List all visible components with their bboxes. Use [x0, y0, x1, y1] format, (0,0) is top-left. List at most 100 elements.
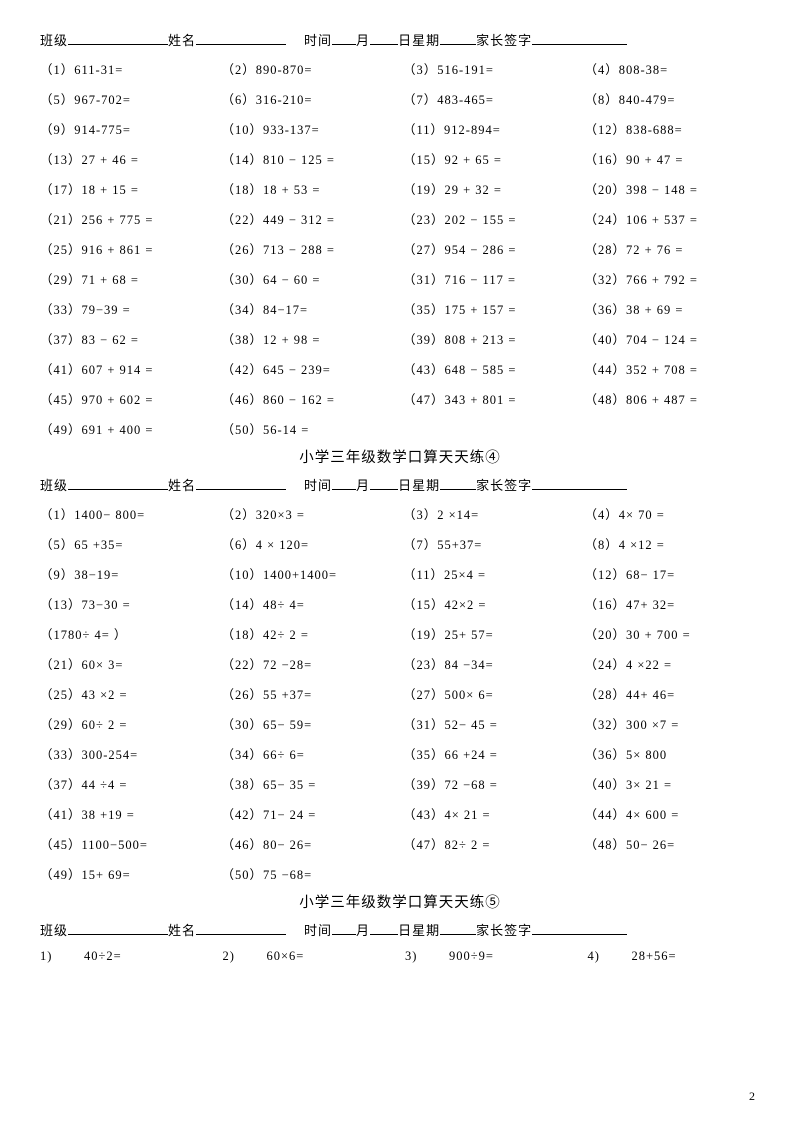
- math-problem: （1780÷ 4= ）: [40, 624, 216, 643]
- math-problem: （21）60× 3=: [40, 654, 216, 673]
- math-problem: （1）611-31=: [40, 59, 216, 78]
- label-month: 月: [356, 475, 370, 494]
- blank-sign: [532, 921, 627, 935]
- label-sign: 家长签字: [476, 475, 532, 494]
- blank-day: [370, 31, 398, 45]
- math-problem: （17）18 + 15 =: [40, 179, 216, 198]
- header-row-4: 班级 姓名 时间 月 日星期 家长签字: [40, 475, 760, 494]
- math-problem: （49）15+ 69=: [40, 864, 216, 883]
- math-problem: （47）343 + 801 =: [403, 389, 579, 408]
- math-problem: （12）838-688=: [585, 119, 761, 138]
- math-problem: （49）691 + 400 =: [40, 419, 216, 438]
- label-class: 班级: [40, 920, 68, 939]
- math-problem: （18）42÷ 2 =: [222, 624, 398, 643]
- math-problem: （35）175 + 157 =: [403, 299, 579, 318]
- math-problem: （4）4× 70 =: [585, 504, 761, 523]
- math-problem: （42）71− 24 =: [222, 804, 398, 823]
- math-problem: （28）44+ 46=: [585, 684, 761, 703]
- math-problem: （19）29 + 32 =: [403, 179, 579, 198]
- label-day: 日星期: [398, 30, 440, 49]
- blank-sign: [532, 31, 627, 45]
- label-time: 时间: [304, 920, 332, 939]
- blank-class: [68, 921, 168, 935]
- math-problem: （15）42×2 =: [403, 594, 579, 613]
- math-problem: （32）766 + 792 =: [585, 269, 761, 288]
- label-day: 日星期: [398, 475, 440, 494]
- math-problem: （10）1400+1400=: [222, 564, 398, 583]
- math-problem: （22）72 −28=: [222, 654, 398, 673]
- math-problem: （50）75 −68=: [222, 864, 398, 883]
- math-problem: （20）30 + 700 =: [585, 624, 761, 643]
- math-problem: （5）967-702=: [40, 89, 216, 108]
- math-problem: （33）300-254=: [40, 744, 216, 763]
- math-problem: （36）38 + 69 =: [585, 299, 761, 318]
- math-problem: （14）810 − 125 =: [222, 149, 398, 168]
- label-day: 日星期: [398, 920, 440, 939]
- math-problem: （13）73−30 =: [40, 594, 216, 613]
- header-row-5: 班级 姓名 时间 月 日星期 家长签字: [40, 920, 760, 939]
- math-problem: （20）398 − 148 =: [585, 179, 761, 198]
- blank-name: [196, 31, 286, 45]
- math-problem: （40）3× 21 =: [585, 774, 761, 793]
- math-problem: （7）55+37=: [403, 534, 579, 553]
- blank-week: [440, 476, 476, 490]
- math-problem: （11）25×4 =: [403, 564, 579, 583]
- label-sign: 家长签字: [476, 30, 532, 49]
- math-problem: （3）2 ×14=: [403, 504, 579, 523]
- math-problem: （41）38 +19 =: [40, 804, 216, 823]
- problems-grid-4: （1）1400− 800=（2）320×3 =（3）2 ×14=（4）4× 70…: [40, 504, 760, 883]
- label-month: 月: [356, 920, 370, 939]
- math-problem: （35）66 +24 =: [403, 744, 579, 763]
- math-problem: （1）1400− 800=: [40, 504, 216, 523]
- math-problem: （2）890-870=: [222, 59, 398, 78]
- blank-week: [440, 921, 476, 935]
- label-class: 班级: [40, 30, 68, 49]
- math-problem: （45）1100−500=: [40, 834, 216, 853]
- math-problem: （14）48÷ 4=: [222, 594, 398, 613]
- label-month: 月: [356, 30, 370, 49]
- math-problem: （13）27 + 46 =: [40, 149, 216, 168]
- math-problem: （9）38−19=: [40, 564, 216, 583]
- math-problem: （6）316-210=: [222, 89, 398, 108]
- math-problem: （3）516-191=: [403, 59, 579, 78]
- label-class: 班级: [40, 475, 68, 494]
- blank-class: [68, 476, 168, 490]
- math-problem: （23）84 −34=: [403, 654, 579, 673]
- blank-month: [332, 921, 356, 935]
- math-problem: （16）47+ 32=: [585, 594, 761, 613]
- math-problem: （44）4× 600 =: [585, 804, 761, 823]
- label-name: 姓名: [168, 475, 196, 494]
- blank-day: [370, 921, 398, 935]
- math-problem: （34）84−17=: [222, 299, 398, 318]
- math-problem: （23）202 − 155 =: [403, 209, 579, 228]
- math-problem: （26）55 +37=: [222, 684, 398, 703]
- section-title-5: 小学三年级数学口算天天练⑤: [40, 891, 760, 912]
- math-problem: （10）933-137=: [222, 119, 398, 138]
- math-problem: （43）4× 21 =: [403, 804, 579, 823]
- math-problem: （25）43 ×2 =: [40, 684, 216, 703]
- label-sign: 家长签字: [476, 920, 532, 939]
- math-problem: （30）65− 59=: [222, 714, 398, 733]
- math-problem: （24）106 + 537 =: [585, 209, 761, 228]
- math-problem: （41）607 + 914 =: [40, 359, 216, 378]
- math-problem: （9）914-775=: [40, 119, 216, 138]
- math-problem: （27）500× 6=: [403, 684, 579, 703]
- math-problem: （21）256 + 775 =: [40, 209, 216, 228]
- section-title-4: 小学三年级数学口算天天练④: [40, 446, 760, 467]
- blank-week: [440, 31, 476, 45]
- label-time: 时间: [304, 30, 332, 49]
- blank-month: [332, 31, 356, 45]
- math-problem: （27）954 − 286 =: [403, 239, 579, 258]
- math-problem: （6）4 × 120=: [222, 534, 398, 553]
- page-number: 2: [749, 1089, 756, 1104]
- blank-sign: [532, 476, 627, 490]
- math-problem: （19）25+ 57=: [403, 624, 579, 643]
- math-problem: （48）806 + 487 =: [585, 389, 761, 408]
- math-problem: （39）808 + 213 =: [403, 329, 579, 348]
- math-problem: （28）72 + 76 =: [585, 239, 761, 258]
- math-problem: （15）92 + 65 =: [403, 149, 579, 168]
- math-problem: （16）90 + 47 =: [585, 149, 761, 168]
- label-time: 时间: [304, 475, 332, 494]
- math-problem: （50）56-14 =: [222, 419, 398, 438]
- math-problem: （33）79−39 =: [40, 299, 216, 318]
